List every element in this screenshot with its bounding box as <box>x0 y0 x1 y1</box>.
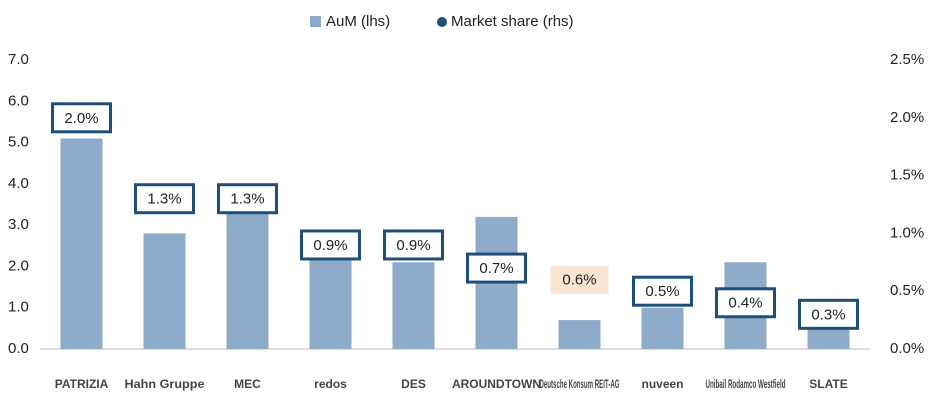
share-box <box>632 275 693 307</box>
share-label: 0.6% <box>562 272 596 289</box>
x-tick-label: SLATE <box>809 377 847 391</box>
y-tick-label: 1.0 <box>8 299 29 316</box>
x-tick-label: redos <box>314 377 347 391</box>
x-tick-label: Deutsche Konsum REIT-AG <box>540 377 620 391</box>
share-label: 1.3% <box>147 191 181 208</box>
share-box <box>550 265 609 294</box>
share-box <box>51 102 112 134</box>
legend-swatch <box>437 17 447 27</box>
share-label: 0.4% <box>728 295 762 312</box>
y2-tick-label: 0.0% <box>890 340 924 357</box>
share-box <box>383 229 444 261</box>
x-tick-label: AROUNDTOWN <box>452 377 541 391</box>
y-tick-label: 2.0 <box>8 257 29 274</box>
share-box <box>134 183 195 215</box>
legend-label: Market share (rhs) <box>451 13 574 30</box>
x-tick-label: Unibail Rodamco Westfield <box>706 377 786 391</box>
y-tick-label: 4.0 <box>8 175 29 192</box>
bar <box>807 328 850 349</box>
share-label: 0.5% <box>645 283 679 300</box>
y2-tick-label: 0.5% <box>890 282 924 299</box>
y2-tick-label: 2.0% <box>890 109 924 126</box>
y-tick-label: 6.0 <box>8 92 29 109</box>
legend-label: AuM (lhs) <box>326 13 390 30</box>
y2-tick-label: 1.5% <box>890 167 924 184</box>
share-box <box>798 298 859 330</box>
share-box <box>715 287 776 319</box>
y-tick-label: 7.0 <box>8 51 29 68</box>
bar <box>226 212 269 349</box>
y-tick-label: 0.0 <box>8 340 29 357</box>
bar <box>60 138 103 349</box>
bar <box>309 254 352 349</box>
bar <box>558 320 601 349</box>
share-box <box>217 183 278 215</box>
share-box <box>466 252 527 284</box>
x-tick-label: MEC <box>234 377 261 391</box>
x-tick-label: DES <box>401 377 426 391</box>
x-tick-label: PATRIZIA <box>55 377 109 391</box>
share-label: 1.3% <box>230 191 264 208</box>
y2-tick-label: 1.0% <box>890 224 924 241</box>
share-label: 0.7% <box>479 260 513 277</box>
share-label: 0.9% <box>313 237 347 254</box>
x-tick-label: nuveen <box>641 377 683 391</box>
bar <box>143 233 186 349</box>
legend-swatch <box>310 16 321 27</box>
share-label: 0.3% <box>811 306 845 323</box>
share-label: 2.0% <box>64 110 98 127</box>
share-box <box>300 229 361 261</box>
y-tick-label: 5.0 <box>8 134 29 151</box>
bar <box>392 262 435 349</box>
bar <box>641 307 684 349</box>
y2-tick-label: 2.5% <box>890 51 924 68</box>
share-label: 0.9% <box>396 237 430 254</box>
y-tick-label: 3.0 <box>8 216 29 233</box>
x-tick-label: Hahn Gruppe <box>125 377 205 391</box>
